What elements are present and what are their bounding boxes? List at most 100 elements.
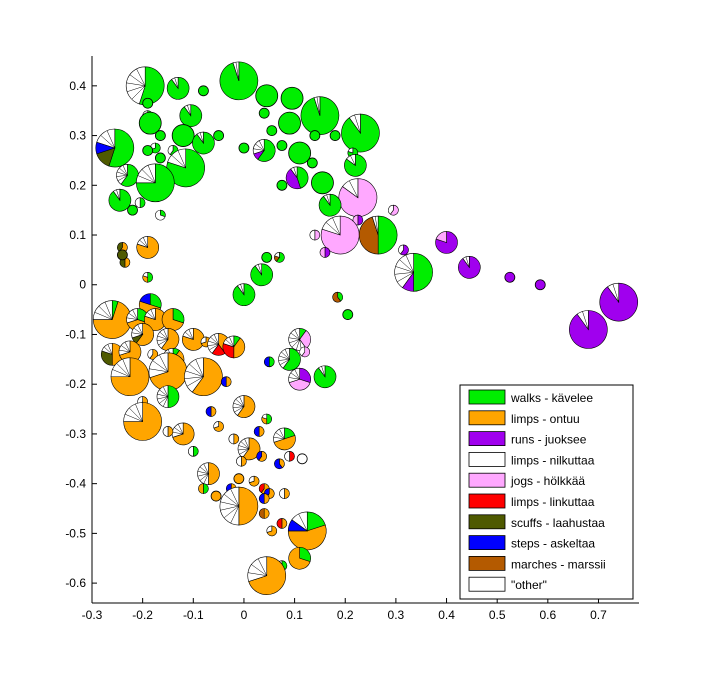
pie-point [213,130,225,141]
y-tick-label: -0.5 [65,526,86,540]
pie-slice-divider [119,167,128,176]
pie-slice [161,308,184,331]
pie-slice [321,215,341,236]
pie-slice [155,209,166,221]
pie-slice [288,378,311,391]
pie-point [341,113,380,153]
pie-slice [377,215,398,255]
x-tick-label: 0.3 [388,608,405,622]
legend-swatch [468,535,506,550]
pie-slice [258,483,265,494]
pie-point [131,323,154,346]
pie-point [264,356,275,368]
pie-point [388,204,399,216]
pie-slice-divider [220,501,239,507]
pie-point [332,291,343,303]
y-tick-label: -0.6 [65,576,86,590]
pie-slice-divider [122,359,131,377]
pie-point [205,406,217,417]
pie-slice-divider [240,441,250,450]
pie-slice-divider [141,169,156,183]
pie-point [154,152,166,164]
pie-point [179,104,203,127]
pie-slice-divider [136,68,146,86]
x-tick-label: -0.3 [82,608,103,622]
legend-label: scuffs - laahustaa [511,516,605,530]
pie-point [278,348,301,371]
pie-slice [101,343,113,355]
legend: walks - kävelee limps - ontuu runs - juoks… [459,384,634,600]
pie-point [288,367,311,391]
pie-slice-divider [350,155,356,166]
pie-slice [198,483,204,494]
pie-point [253,426,265,437]
pie-slice-divider [159,331,169,340]
pie-slice-divider [278,355,290,360]
pie-point [192,131,215,155]
pie-slice-divider [275,432,285,440]
y-tick-label: 0.2 [69,178,86,192]
pie-slice [309,130,321,141]
pie-slice [238,486,259,526]
pie-slice [188,446,194,457]
pie-slice [534,279,546,291]
pie-point [309,229,321,241]
pie-slice [266,125,278,136]
pie-slice-divider [225,339,234,348]
pie-slice-divider [258,264,262,275]
pie-slice-divider [174,77,179,89]
pie-slice-divider [326,194,331,206]
pie-slice-divider [126,82,146,87]
pie-slice-divider [172,431,184,435]
pie-point [284,451,295,462]
pie-slice [253,426,260,437]
pie-slice-divider [143,237,148,248]
x-tick-label: 0.7 [590,608,607,622]
pie-point [156,385,180,408]
pie-point [144,308,167,331]
legend-label: walks - kävelee [510,391,593,405]
pie-slice [319,247,326,258]
pie-point [534,279,546,291]
pie-slice-divider [159,396,169,404]
legend-swatch [468,410,506,426]
pie-slice-divider [395,266,414,273]
pie-slice-divider [147,165,156,183]
pie-slice-divider [288,337,300,340]
pie-slice [296,453,308,465]
pie-slice-divider [399,259,414,273]
pie-slice-divider [119,349,131,353]
pie-slice [287,524,327,551]
pie-slice-divider [210,336,219,345]
pie-slice [182,328,194,340]
pie-slice-divider [189,363,204,377]
pie-slice-divider [230,488,240,507]
pie-slice-divider [230,505,240,524]
x-tick-label: 0 [241,608,248,622]
pie-point [338,178,378,217]
pie-slice-divider [239,396,245,407]
pie-slice [266,525,273,533]
legend-swatch [468,389,506,405]
pie-slice-divider [208,344,219,351]
y-tick-label: 0.3 [69,129,86,143]
x-tick-label: 0.4 [438,608,455,622]
pie-slice-divider [124,413,143,422]
pie-point [155,209,166,221]
pie-point [166,77,190,100]
pie-point [171,124,195,147]
pie-point [125,66,165,106]
y-tick-label: -0.1 [65,327,86,341]
pie-slice-divider [325,222,341,236]
pie-slice [276,252,285,263]
pie-slice-divider [186,376,204,387]
pie-slice-divider [234,406,245,413]
pie-slice [273,435,296,451]
pie-slice [276,140,288,151]
y-tick-label: -0.4 [65,477,86,491]
pie-slice [389,204,399,216]
pie-point [219,61,259,101]
pie-slice-divider [296,339,300,350]
pie-point [166,148,205,188]
